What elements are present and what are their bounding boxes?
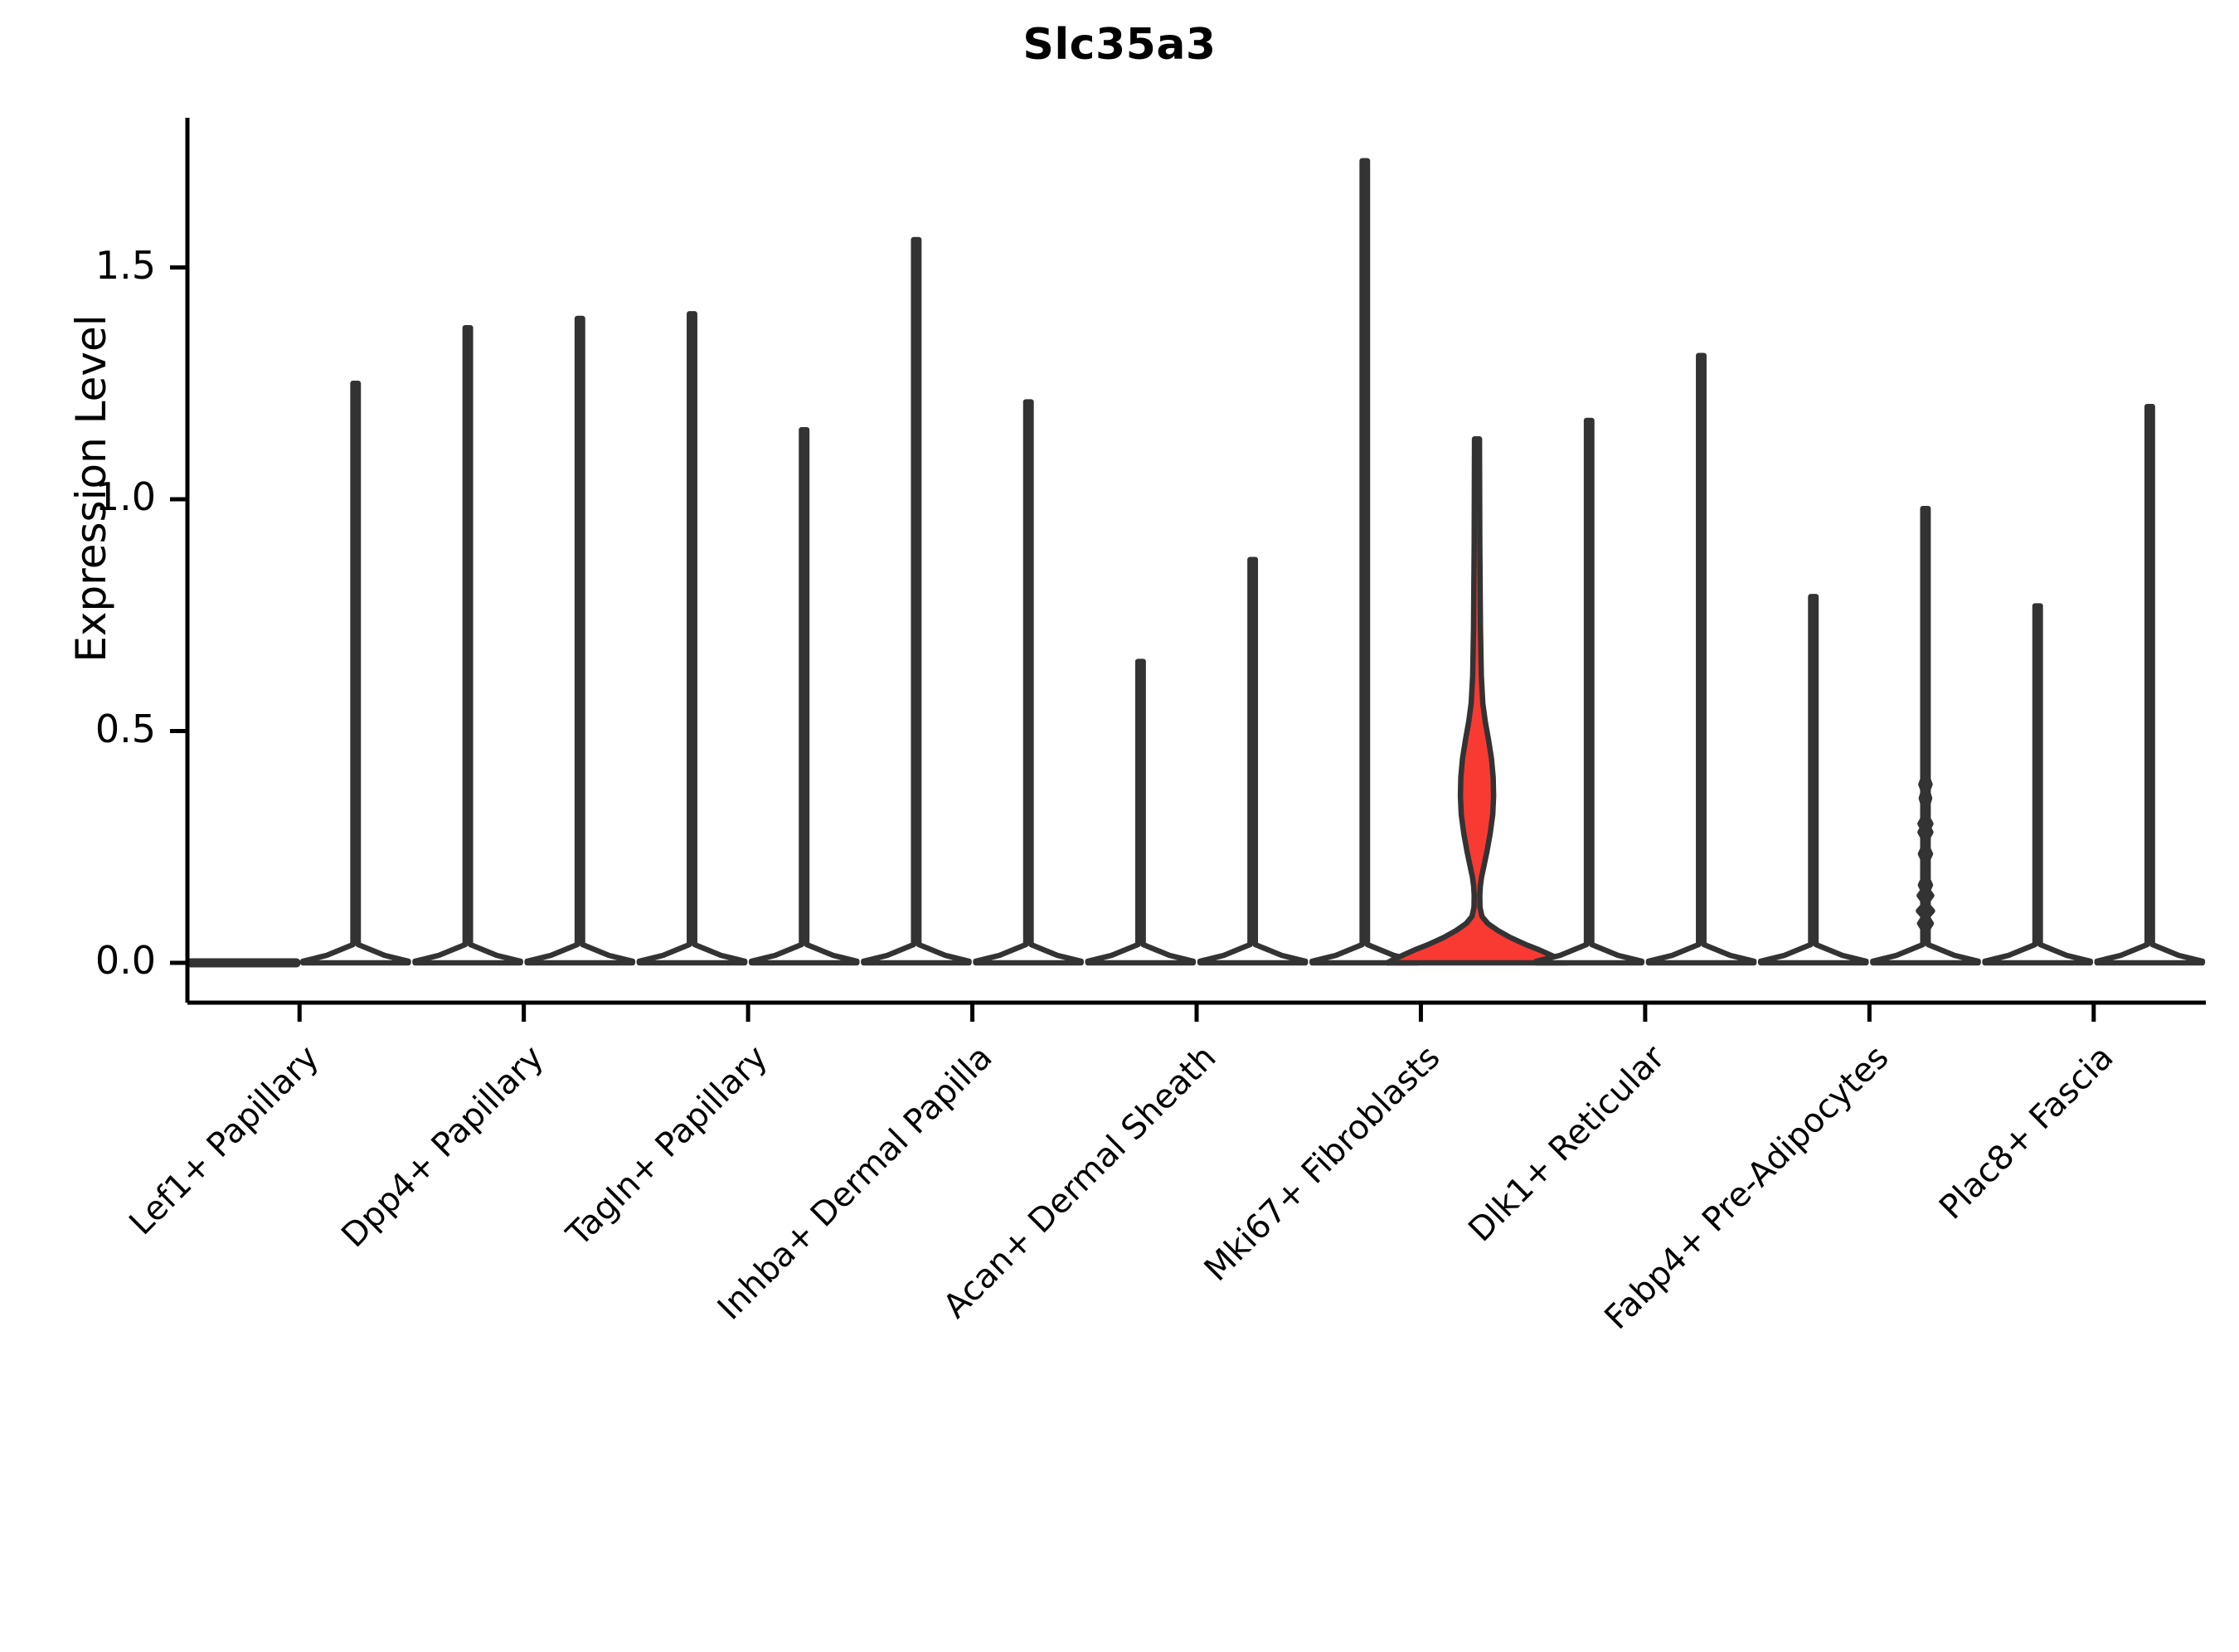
violin-dpp4-papillary-1 (524, 315, 636, 966)
violin-acan-dermal-sheath-0 (1085, 658, 1197, 966)
violin-plac8-fascia-0 (1982, 603, 2093, 966)
y-tick-label: 1.5 (95, 242, 156, 288)
violin-plac8-fascia-1 (2094, 403, 2206, 966)
violin-mki67-fibroblasts-0 (1309, 158, 1421, 966)
violin-inhba-dermal-papilla-0 (861, 236, 972, 966)
violin-mki67-fibroblasts-1 (1384, 436, 1570, 966)
violin-inhba-dermal-papilla-1 (973, 399, 1084, 966)
violin-plot-figure: Slc35a3 Expression Level 0.0 0.5 1.0 1.5 Le… (67, 20, 2206, 1338)
y-tick-label: 0.5 (95, 706, 156, 751)
violin-lef1-papillary-1 (300, 381, 411, 966)
violin-dpp4-papillary-0 (412, 324, 523, 966)
y-tick-label: 0.0 (95, 938, 156, 983)
violin-fabp4-pre-adipocytes-1 (1870, 505, 1981, 966)
violin-dlk1-reticular-1 (1645, 352, 1757, 966)
violin-dlk1-reticular-0 (1533, 417, 1645, 966)
violin-fabp4-pre-adipocytes-0 (1757, 594, 1869, 966)
plot-canvas (170, 118, 2206, 1022)
ticks-layer (170, 265, 2096, 1022)
violin-tagin-papillary-0 (636, 311, 748, 966)
violins-layer (186, 158, 2206, 968)
y-tick-label: 1.0 (95, 474, 156, 519)
violin-acan-dermal-sheath-1 (1197, 556, 1309, 966)
violin-tagin-papillary-1 (748, 426, 860, 966)
axes-layer (185, 118, 2206, 1005)
page-title: Slc35a3 (1022, 20, 1217, 70)
